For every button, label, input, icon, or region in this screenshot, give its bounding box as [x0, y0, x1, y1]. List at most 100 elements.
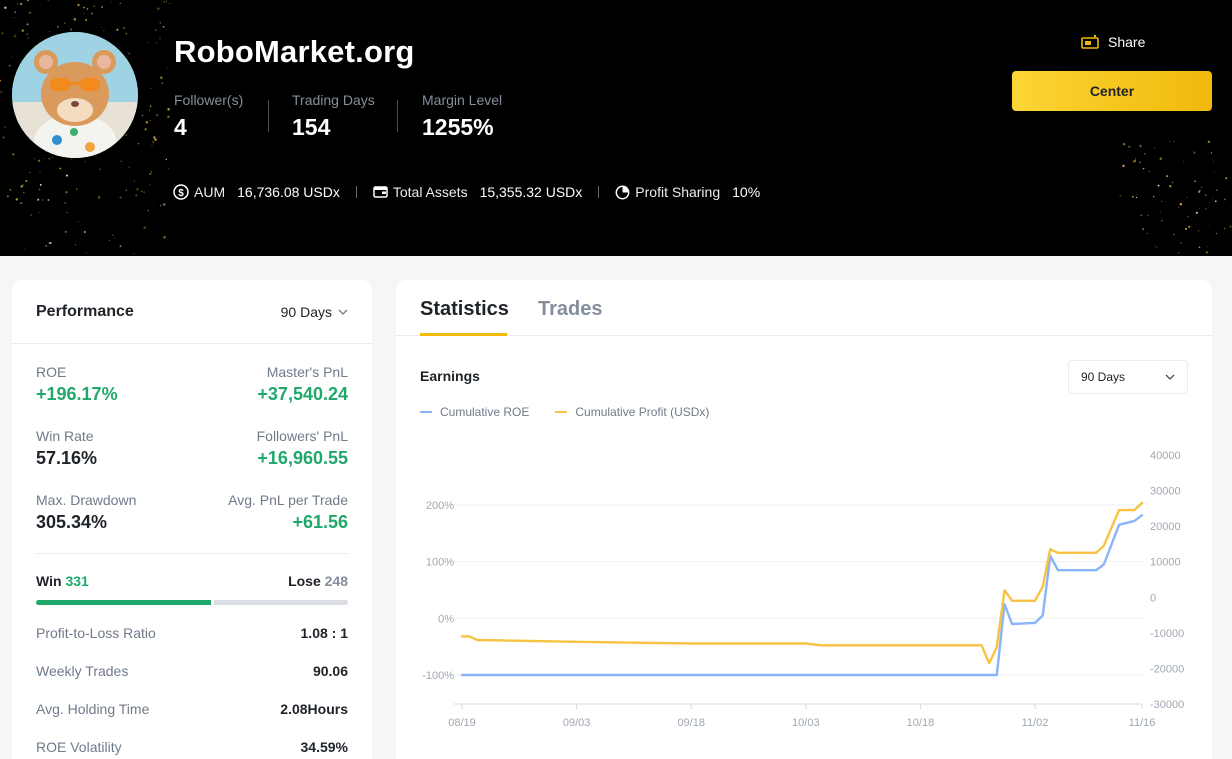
tab-trades[interactable]: Trades [538, 298, 603, 320]
sparkle-dot [1135, 196, 1138, 199]
sparkle-dot [128, 166, 130, 168]
sparkle-dot [13, 16, 15, 19]
sparkle-dot [162, 25, 165, 28]
active-tab-indicator [420, 333, 507, 336]
followers-value: 4 [174, 114, 187, 140]
lose-summary: Lose 248 [288, 573, 348, 589]
sparkle-dot [30, 214, 32, 216]
sparkle-dot [65, 174, 68, 177]
detail-row: Avg. Holding Time 2.08Hours [36, 701, 348, 717]
sparkle-dot [1146, 232, 1148, 234]
followers-pnl-value: +16,960.55 [257, 448, 348, 468]
tab-statistics[interactable]: Statistics [420, 298, 509, 320]
sparkle-dot [1198, 207, 1200, 209]
sparkle-dot [64, 202, 66, 204]
sparkle-dot [27, 0, 29, 2]
sparkle-dot [17, 3, 19, 5]
max-drawdown-label: Max. Drawdown [36, 492, 137, 508]
sparkle-dot [1147, 214, 1149, 216]
x-tick-label: 10/03 [792, 717, 820, 729]
sparkle-dot [83, 6, 86, 9]
roe-volatility-value: 34.59% [300, 739, 348, 755]
sparkle-dot [29, 171, 31, 174]
win-lose-summary: Win 331 Lose 248 [36, 573, 348, 589]
sparkle-dot [19, 2, 23, 6]
sparkle-dot [1205, 208, 1207, 210]
sparkle-dot [169, 3, 171, 5]
sparkle-dot [153, 136, 156, 139]
sparkle-dot [24, 248, 26, 250]
aum-info: $ AUM 16,736.08 USDx [173, 184, 340, 200]
trading-days-value: 154 [292, 114, 331, 140]
sparkle-dot [7, 195, 9, 198]
sparkle-dot [143, 226, 146, 229]
detail-row: Weekly Trades 90.06 [36, 663, 348, 679]
sparkle-dot [1179, 202, 1183, 206]
sparkle-dot [1144, 153, 1146, 155]
share-button[interactable]: Share [1080, 34, 1145, 50]
sparkle-dot [1200, 187, 1202, 189]
weekly-trades-value: 90.06 [312, 663, 348, 679]
pie-chart-icon [615, 185, 630, 200]
y-right-tick-label: -30000 [1150, 699, 1184, 711]
sparkle-dot [64, 230, 67, 233]
center-button[interactable]: Center [1012, 71, 1212, 111]
sparkle-dot [37, 159, 41, 162]
sparkle-dot [119, 245, 122, 248]
sparkle-dot [1214, 171, 1215, 173]
sparkle-dot [108, 239, 110, 241]
legend-profit-label: Cumulative Profit (USDx) [575, 405, 710, 419]
sparkle-dot [1148, 170, 1150, 173]
sparkle-dot [156, 114, 159, 117]
sparkle-dot [159, 22, 162, 24]
sparkle-dot [98, 168, 101, 171]
sparkle-dot [14, 11, 17, 13]
legend-roe-label: Cumulative ROE [440, 405, 530, 419]
sparkle-dot [39, 171, 41, 173]
sparkle-dot [1142, 228, 1144, 231]
sparkle-dot [103, 29, 105, 32]
trading-days-stat: Trading Days 154 [292, 92, 375, 141]
sparkle-dot [97, 196, 101, 199]
sparkle-dot [77, 221, 79, 223]
dollar-circle-icon: $ [173, 184, 189, 200]
sparkle-dot [1169, 141, 1170, 143]
trader-name: RoboMarket.org [174, 34, 415, 69]
sparkle-dot [21, 184, 24, 187]
sparkle-dot [1122, 142, 1126, 146]
sparkle-dot [1159, 157, 1163, 160]
sparkle-dot [1198, 190, 1201, 193]
legend-profit[interactable]: Cumulative Profit (USDx) [555, 405, 709, 419]
sparkle-dot [1206, 246, 1208, 248]
legend-roe[interactable]: Cumulative ROE [420, 405, 529, 419]
performance-period-select[interactable]: 90 Days [281, 304, 348, 320]
earnings-period-select[interactable]: 90 Days [1068, 360, 1188, 394]
earnings-chart: 200% 100% 0% -100% 40000 30000 20000 10000 0 -100… [422, 450, 1184, 729]
sparkle-dot [1225, 177, 1228, 180]
followers-pnl-label: Followers' PnL [256, 428, 348, 444]
win-rate-value: 57.16% [36, 448, 98, 468]
sparkle-dot [1142, 167, 1145, 170]
metric-row-roe: ROE +196.17% Master's PnL +37,540.24 [36, 364, 348, 405]
y-left-tick-label: 0% [438, 613, 454, 625]
earnings-period-label: 90 Days [1081, 370, 1126, 384]
sparkle-dot [1193, 151, 1196, 154]
sparkle-dot [1183, 161, 1185, 162]
sparkle-dot [74, 244, 77, 246]
avatar [12, 32, 138, 158]
profit-sharing-info: Profit Sharing 10% [615, 184, 760, 200]
win-lose-bar [36, 600, 348, 605]
sparkle-dot [135, 194, 138, 197]
y-right-tick-label: 40000 [1150, 450, 1181, 462]
win-label: Win [36, 573, 62, 589]
sparkle-dot [1171, 181, 1174, 184]
sparkle-dot [154, 28, 157, 32]
sparkle-dot [1215, 233, 1217, 235]
sparkle-dot [153, 204, 155, 206]
sparkle-dot [23, 191, 25, 194]
sparkle-dot [11, 56, 13, 58]
sparkle-dot [149, 184, 151, 186]
sparkle-dot [83, 230, 86, 234]
sparkle-dot [125, 33, 127, 35]
x-tick-label: 09/03 [563, 717, 591, 729]
